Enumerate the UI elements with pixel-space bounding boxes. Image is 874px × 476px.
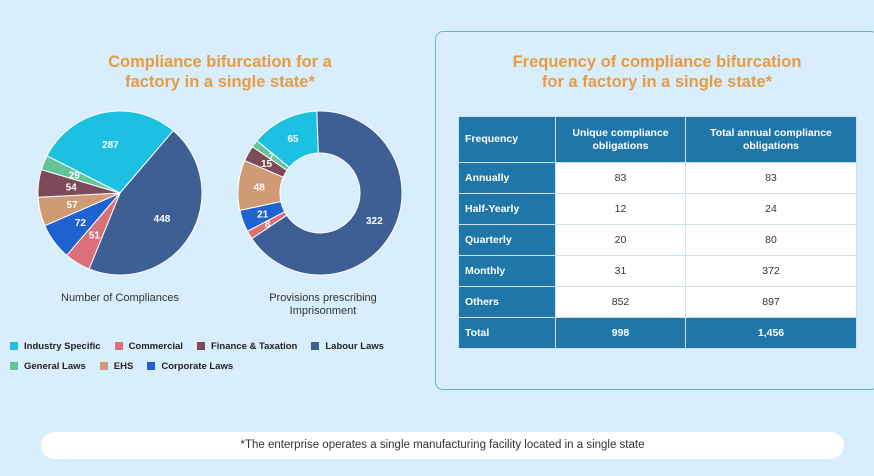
right-title: Frequency of compliance bifurcation for … [436, 52, 874, 92]
legend-item: Commercial [114, 340, 183, 352]
left-title-line1: Compliance bifurcation for a [108, 53, 332, 71]
frequency-panel: Frequency of compliance bifurcation for … [435, 31, 874, 390]
total-unique-cell: 998 [555, 317, 686, 349]
total-total-cell: 1,456 [685, 317, 857, 349]
row-label: Annually [458, 162, 556, 194]
pie-slice-labour-laws [88, 129, 203, 276]
pie-value-label: 54 [66, 183, 78, 194]
legend-swatch [311, 342, 320, 350]
pie2-caption: Provisions prescribing Imprisonment [223, 292, 423, 318]
legend-swatch [10, 342, 18, 350]
header-frequency: Frequency [458, 116, 556, 163]
pie-slice-general-laws [40, 155, 121, 194]
legend-label: Finance & Taxation [210, 340, 298, 352]
left-title-line2: factory in a single state* [125, 73, 315, 91]
legend-label: Labour Laws [325, 340, 384, 352]
legend-item: General Laws [10, 361, 86, 372]
unique-cell: 20 [555, 224, 686, 256]
pie-value-label: 287 [102, 140, 119, 151]
pie-value-label: 29 [69, 170, 81, 181]
total-cell: 372 [685, 255, 857, 287]
pie-value-label: 72 [75, 218, 87, 229]
pie-value-label: 8 [265, 220, 271, 231]
legend-swatch [10, 362, 18, 370]
legend-item: Labour Laws [311, 341, 384, 352]
imprisonment-donut-chart: 65 322 8 21 48 15 7 [237, 110, 403, 281]
pie2-caption-line2: Imprisonment [289, 305, 357, 317]
pie-value-label: 15 [261, 159, 273, 170]
footnote: *The enterprise operates a single manufa… [41, 432, 844, 459]
legend-swatch [114, 342, 123, 350]
legend-swatch [99, 362, 108, 370]
legend-swatch [147, 362, 156, 370]
pie-value-label: 65 [287, 134, 299, 145]
table-total-row: Total 998 1,456 [458, 317, 857, 349]
total-cell: 83 [685, 162, 857, 194]
table-row: Annually 83 83 [458, 162, 857, 194]
pie-value-label: 322 [366, 216, 383, 227]
pie-value-label: 7 [269, 152, 275, 163]
legend-label: Industry Specific [24, 340, 101, 352]
legend-label: General Laws [24, 360, 86, 372]
pie-slice-labour-laws [251, 110, 403, 276]
frequency-table: Frequency Unique compliance obligations … [458, 116, 857, 349]
row-label: Others [458, 286, 556, 318]
pie-value-label: 51 [89, 231, 101, 242]
table-row: Others 852 897 [458, 286, 857, 318]
pie-value-label: 57 [67, 200, 79, 211]
table-row: Quarterly 20 80 [458, 224, 857, 256]
legend-label: EHS [113, 360, 134, 372]
legend-label: Corporate Laws [161, 360, 234, 372]
legend-row: General Laws EHS Corporate Laws [10, 356, 430, 376]
unique-cell: 31 [555, 255, 686, 287]
unique-cell: 852 [555, 286, 686, 318]
total-cell: 897 [685, 286, 857, 318]
unique-cell: 83 [555, 162, 686, 194]
right-title-line1: Frequency of compliance bifurcation [512, 53, 802, 71]
row-label: Half-Yearly [458, 193, 556, 225]
row-label: Quarterly [458, 224, 556, 256]
legend-item: Industry Specific [10, 341, 101, 352]
pie-slice-general-laws [251, 140, 290, 172]
legend-item: Corporate Laws [147, 361, 233, 372]
unique-cell: 12 [555, 193, 686, 225]
left-title: Compliance bifurcation for a factory in … [40, 52, 400, 92]
total-label: Total [458, 317, 556, 349]
legend-item: EHS [99, 360, 134, 372]
header-unique: Unique compliance obligations [555, 116, 686, 163]
legend-label: Commercial [128, 340, 183, 352]
pie-value-label: 448 [154, 214, 171, 225]
header-total: Total annual compliance obligations [685, 116, 857, 163]
pie2-caption-line1: Provisions prescribing [269, 292, 377, 304]
pie-value-label: 48 [254, 183, 266, 194]
table-row: Half-Yearly 12 24 [458, 193, 857, 225]
right-title-line2: for a factory in a single state* [541, 73, 773, 91]
row-label: Monthly [458, 255, 556, 287]
pie1-caption: Number of Compliances [61, 292, 179, 304]
compliance-pie-chart: 287 448 51 72 57 54 29 [37, 110, 203, 281]
imprisonment-donut-svg: 65 322 821 48 157 [237, 110, 403, 276]
legend-item: Finance & Taxation [196, 340, 298, 352]
legend: Industry Specific Commercial Finance & Tax… [10, 336, 430, 376]
table-row: Monthly 31 372 [458, 255, 857, 287]
pie-value-label: 21 [257, 209, 269, 220]
total-cell: 80 [685, 224, 857, 256]
legend-row: Industry Specific Commercial Finance & Tax… [10, 336, 430, 356]
legend-swatch [196, 342, 205, 350]
pie-slice-industry-specific [46, 110, 174, 194]
total-cell: 24 [685, 193, 857, 225]
table-header-row: Frequency Unique compliance obligations … [458, 116, 857, 163]
